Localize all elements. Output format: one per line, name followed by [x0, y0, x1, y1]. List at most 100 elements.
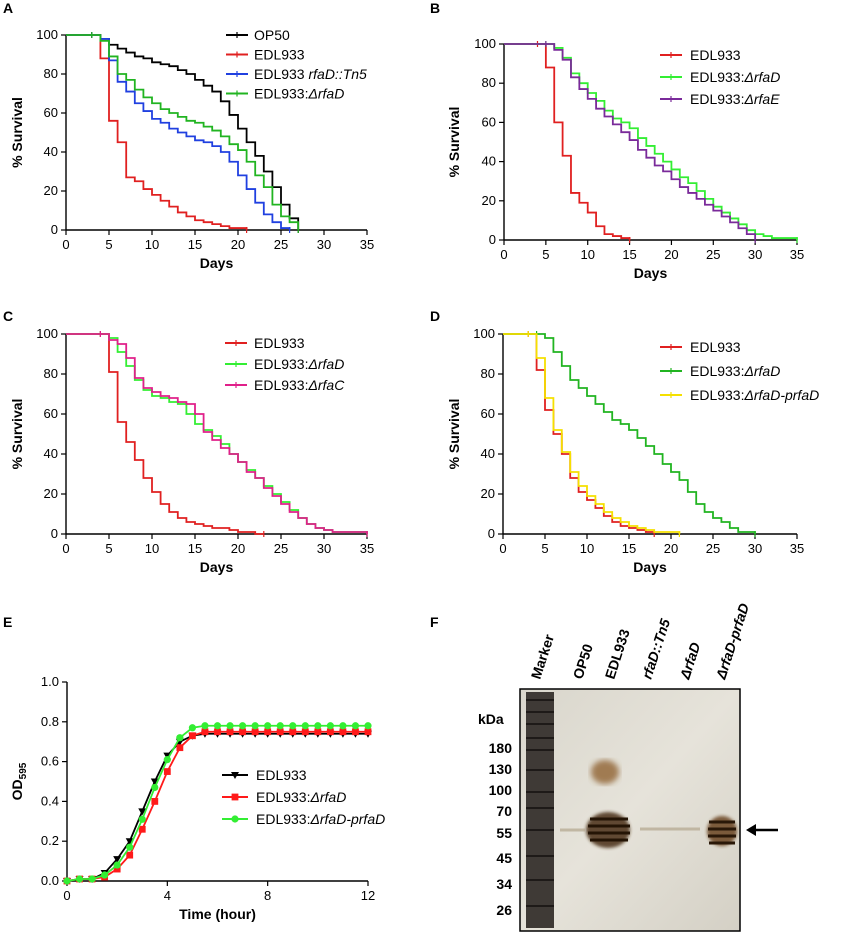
kda-marker-label: 70 [496, 803, 512, 819]
x-tick-label: 35 [360, 237, 374, 252]
data-point [226, 728, 234, 736]
lane-label: ΔrfaD-prfaD [712, 601, 752, 682]
legend-entry-b-2: EDL933:ΔrfaE [660, 91, 780, 107]
edl933-lane-bands [586, 760, 630, 848]
data-point [314, 728, 322, 736]
y-tick-label: 1.0 [41, 674, 59, 689]
data-point [251, 728, 259, 736]
kda-marker-label: 34 [496, 876, 512, 892]
data-point [113, 861, 121, 869]
panel-label-c: C [3, 308, 13, 324]
legend-entry-d-2: EDL933:ΔrfaD-prfaD [660, 387, 819, 403]
marker-lane [526, 692, 554, 928]
x-tick-label: 10 [580, 247, 594, 262]
y-axis-label-d: % Survival [446, 399, 462, 470]
x-tick-label: 25 [274, 237, 288, 252]
y-tick-label: 80 [482, 75, 496, 90]
complement-lane-bands [707, 816, 737, 846]
legend-label: EDL933 [256, 767, 307, 783]
x-axis-label-e: Time (hour) [179, 906, 256, 922]
x-tick-label: 0 [500, 247, 507, 262]
survival-chart-c: 0 5 10 15 20 25 30 35 0 20 40 60 80 100 Days % Survival… [9, 326, 374, 575]
survival-chart-d: 0 5 10 15 20 25 30 35 0 20 40 60 80 100 Days % Survival… [446, 326, 819, 575]
data-point [326, 728, 334, 736]
kda-marker-label: 130 [489, 761, 513, 777]
panel-label-a: A [3, 0, 13, 16]
x-tick-label: 5 [541, 541, 548, 556]
data-point [351, 722, 360, 730]
x-tick-label: 8 [264, 888, 271, 903]
faint-lane-bands [560, 827, 700, 832]
legend-entry-c-0: EDL933 [225, 335, 305, 351]
y-tick-label: 80 [44, 66, 58, 81]
data-point [239, 728, 246, 736]
series-line-b-1 [504, 43, 798, 240]
y-tick-label: 0 [51, 526, 58, 541]
lane-label: rfaD::Tn5 [639, 617, 674, 681]
x-tick-label: 0 [63, 888, 70, 903]
x-tick-label: 15 [622, 247, 636, 262]
legend-entry-d-1: EDL933:ΔrfaD [660, 363, 780, 379]
data-point [314, 722, 322, 730]
data-point [264, 722, 272, 730]
x-tick-label: 25 [274, 541, 288, 556]
legend-entry-a-1: EDL933 [226, 47, 305, 63]
y-tick-label: 100 [36, 27, 58, 42]
data-point [214, 728, 221, 736]
y-axis-label-e: OD595 [9, 762, 29, 800]
data-point [326, 722, 334, 730]
legend-label: EDL933 [254, 47, 305, 63]
data-point [339, 722, 347, 730]
panel-label-f: F [430, 614, 439, 630]
y-tick-label: 60 [481, 406, 495, 421]
data-point [289, 722, 297, 730]
x-tick-label: 12 [361, 888, 375, 903]
x-tick-label: 15 [622, 541, 636, 556]
data-point [163, 756, 171, 764]
y-tick-label: 60 [44, 406, 58, 421]
y-tick-label: 20 [482, 193, 496, 208]
data-point [339, 728, 347, 736]
legend-label: EDL933:ΔrfaD [256, 789, 346, 805]
legend-entry-d-0: EDL933 [660, 339, 741, 355]
legend-label: EDL933 [690, 47, 741, 63]
series-line-c-2 [66, 333, 368, 534]
series-line-c-0 [66, 333, 264, 535]
data-point [226, 722, 234, 730]
data-point [113, 865, 121, 873]
x-tick-label: 20 [664, 247, 678, 262]
y-tick-label: 0.4 [41, 793, 59, 808]
y-tick-label: 0.0 [41, 873, 59, 888]
x-tick-label: 15 [188, 237, 202, 252]
y-tick-label: 40 [482, 154, 496, 169]
data-point [301, 728, 309, 736]
y-tick-label: 0 [51, 222, 58, 237]
x-tick-label: 0 [499, 541, 506, 556]
x-tick-label: 30 [317, 237, 331, 252]
y-tick-label: 80 [481, 366, 495, 381]
x-tick-label: 35 [790, 541, 804, 556]
series-line-e-1 [66, 730, 368, 882]
x-tick-label: 30 [317, 541, 331, 556]
x-tick-label: 10 [580, 541, 594, 556]
y-tick-label: 100 [473, 326, 495, 341]
y-tick-label: 80 [44, 366, 58, 381]
y-tick-label: 20 [44, 486, 58, 501]
kda-marker-label: 26 [496, 902, 512, 918]
y-tick-label: 20 [481, 486, 495, 501]
panel-label-d: D [430, 308, 440, 324]
data-point [75, 875, 84, 883]
legend-entry-c-1: EDL933:ΔrfaD [225, 356, 344, 372]
data-point [138, 815, 146, 823]
legend-label: EDL933:ΔrfaE [690, 91, 780, 107]
legend-label: EDL933:ΔrfaD-prfaD [256, 811, 385, 827]
y-tick-label: 0.8 [41, 714, 59, 729]
lane-label: OP50 [570, 642, 596, 681]
series-line-a-0 [66, 34, 300, 230]
data-point [364, 722, 372, 730]
x-tick-label: 15 [188, 541, 202, 556]
y-axis-label-c: % Survival [9, 399, 25, 470]
legend-entry-c-2: EDL933:ΔrfaC [225, 377, 345, 393]
data-point [138, 825, 146, 833]
legend-label: EDL933:ΔrfaD [254, 86, 344, 102]
